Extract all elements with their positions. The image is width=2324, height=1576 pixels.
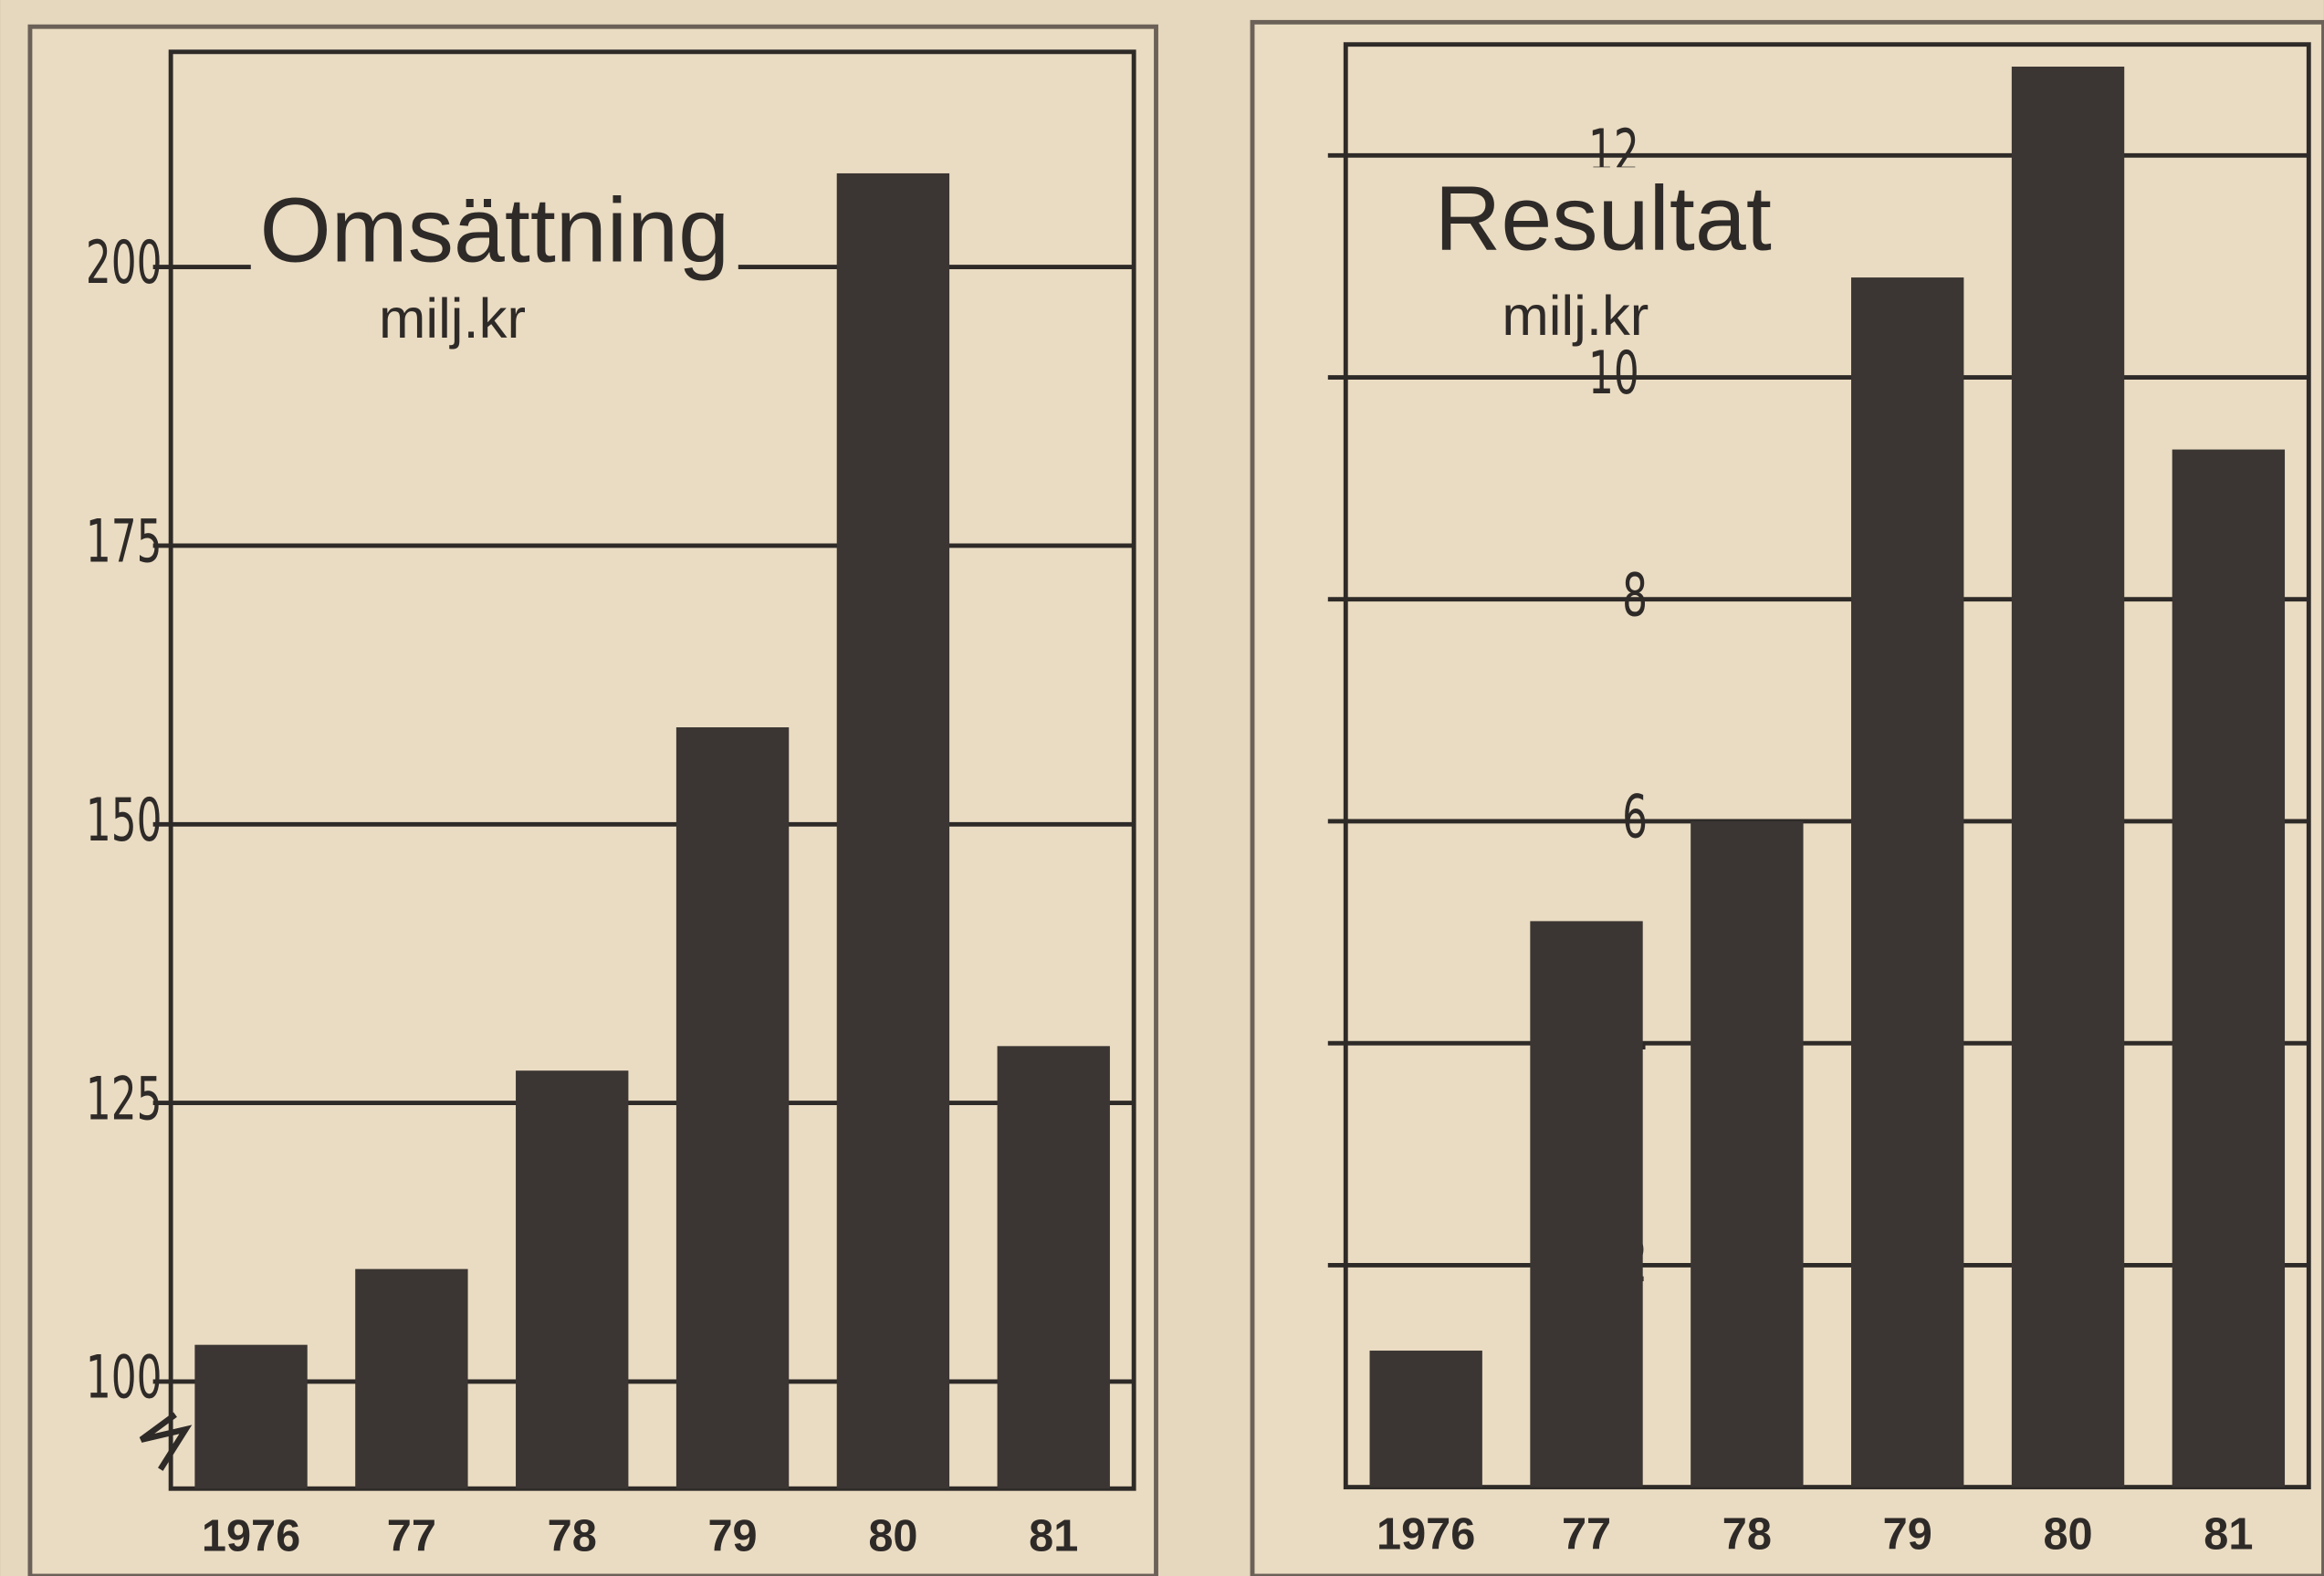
bar (1851, 277, 1964, 1487)
title-backdrop (250, 179, 738, 282)
bar (194, 1344, 308, 1489)
subtitle-backdrop (1495, 284, 1655, 348)
x-tick-label: 80 (2043, 1510, 2092, 1560)
bar (355, 1268, 468, 1489)
x-tick-label: 1976 (1377, 1510, 1475, 1560)
x-tick-label: 77 (387, 1511, 436, 1560)
title-backdrop (1425, 167, 1781, 270)
subtitle-backdrop (372, 287, 532, 351)
plot-frame (168, 49, 1136, 1491)
x-tick-label: 78 (1722, 1510, 1772, 1560)
chart-subtitle: milj.kr (379, 287, 526, 350)
bar (2011, 67, 2125, 1487)
x-tick-label: 81 (1029, 1511, 1078, 1560)
plot-frame (1343, 42, 2311, 1490)
x-tick-label: 79 (1883, 1510, 1932, 1560)
bar (1530, 921, 1643, 1487)
chart-title: Resultat (1435, 167, 1772, 269)
y-tick-label: 200 (86, 228, 162, 297)
bar (997, 1046, 1110, 1489)
y-tick-label: 175 (86, 507, 162, 577)
bar (2172, 449, 2286, 1487)
y-tick-label: 8 (1622, 560, 1648, 630)
chart-subtitle: milj.kr (1502, 285, 1649, 348)
x-tick-label: 81 (2204, 1510, 2253, 1560)
y-tick-label: 150 (86, 786, 162, 855)
x-tick-label: 80 (868, 1511, 917, 1560)
y-tick-label: 125 (86, 1064, 162, 1133)
chart-title: Omsättning (260, 179, 730, 281)
y-tick-label: 6 (1622, 783, 1648, 852)
bar (1691, 820, 1804, 1487)
y-tick-label: 100 (86, 1343, 162, 1413)
bar (1369, 1351, 1482, 1487)
bar (836, 172, 950, 1489)
x-tick-label: 1976 (202, 1511, 300, 1560)
y-tick-label: 10 (1588, 339, 1639, 408)
bar (516, 1070, 629, 1489)
x-tick-label: 79 (707, 1511, 757, 1560)
x-tick-label: 77 (1562, 1510, 1611, 1560)
x-tick-label: 78 (548, 1511, 597, 1560)
bar (675, 726, 790, 1489)
